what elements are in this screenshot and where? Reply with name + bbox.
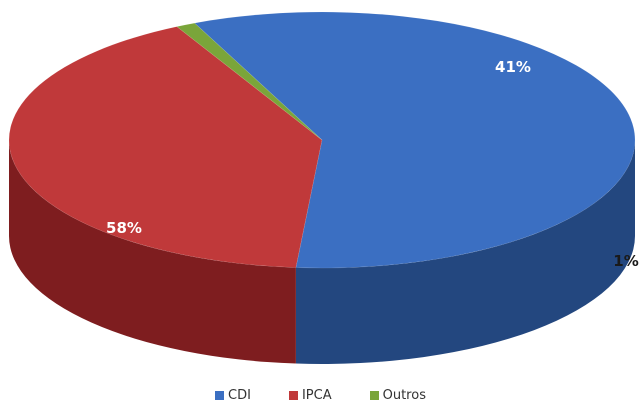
legend-item-ipca: IPCA [288, 388, 332, 403]
legend-swatch-ipca [288, 391, 298, 400]
legend-swatch-cdi [215, 391, 225, 400]
pie-tops [8, 11, 636, 269]
legend: CDI IPCA Outros [0, 388, 641, 403]
pie-slice-cdi [193, 11, 636, 269]
legend-label-outros: Outros [382, 388, 426, 403]
legend-label-cdi: CDI [228, 388, 251, 403]
legend-item-outros: Outros [369, 388, 426, 403]
legend-item-cdi: CDI [215, 388, 251, 403]
data-label-outros: 1% [613, 252, 638, 270]
pie-sides [9, 140, 635, 364]
pie-side-cdi [295, 140, 635, 364]
pie-slice-outros [176, 22, 323, 141]
legend-swatch-outros [369, 391, 379, 400]
pie-side-ipca [9, 140, 296, 364]
data-label-ipca: 41% [495, 58, 531, 76]
pie-slice-ipca [8, 26, 323, 268]
legend-label-ipca: IPCA [301, 388, 332, 403]
data-label-cdi: 58% [106, 219, 142, 237]
